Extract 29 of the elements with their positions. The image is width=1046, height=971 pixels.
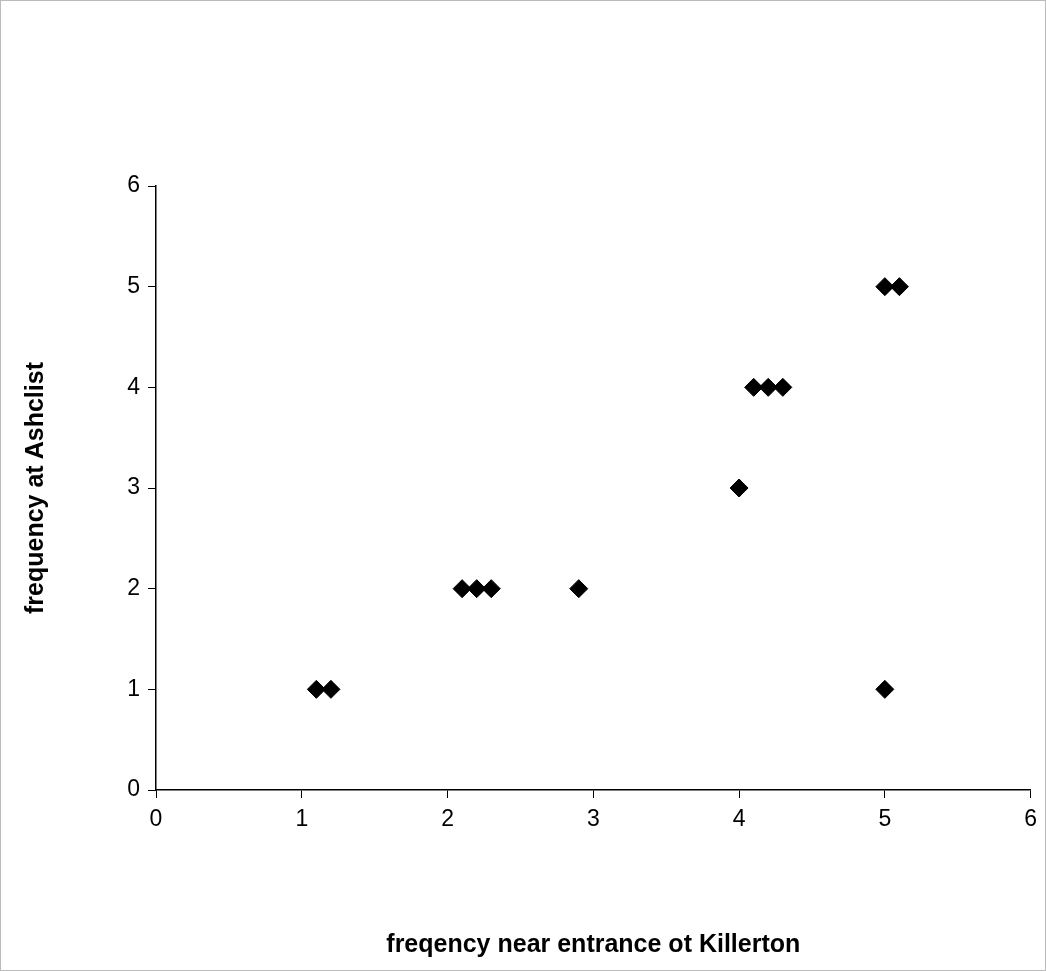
y-tick-label: 5	[127, 272, 140, 299]
point	[321, 679, 341, 699]
point	[452, 579, 472, 599]
point	[875, 277, 895, 297]
x-axis-title: freqency near entrance ot Killerton	[386, 928, 801, 957]
point	[773, 377, 793, 397]
x-tick-label: 3	[586, 805, 600, 832]
point	[875, 679, 895, 699]
x-tick-label: 6	[1024, 805, 1037, 832]
x-tick-label: 2	[441, 805, 454, 832]
point	[481, 579, 501, 599]
point	[306, 679, 326, 699]
point	[744, 377, 764, 397]
y-tick-label: 6	[127, 171, 140, 198]
point	[467, 579, 487, 599]
y-axis-title: frequency at Ashclist	[19, 361, 48, 614]
y-tick-label: 0	[127, 775, 140, 802]
y-tick-label: 3	[127, 473, 140, 500]
x-tick-label: 0	[149, 805, 163, 832]
point	[758, 377, 778, 397]
x-tick-label: 1	[295, 805, 309, 832]
x-tick-label: 4	[732, 805, 746, 832]
y-tick-label: 2	[127, 574, 140, 601]
point	[889, 277, 909, 297]
y-tick-label: 4	[127, 372, 141, 399]
y-tick-label: 1	[127, 674, 140, 701]
point	[569, 579, 589, 599]
point	[729, 478, 749, 498]
x-tick-label: 5	[878, 805, 892, 832]
